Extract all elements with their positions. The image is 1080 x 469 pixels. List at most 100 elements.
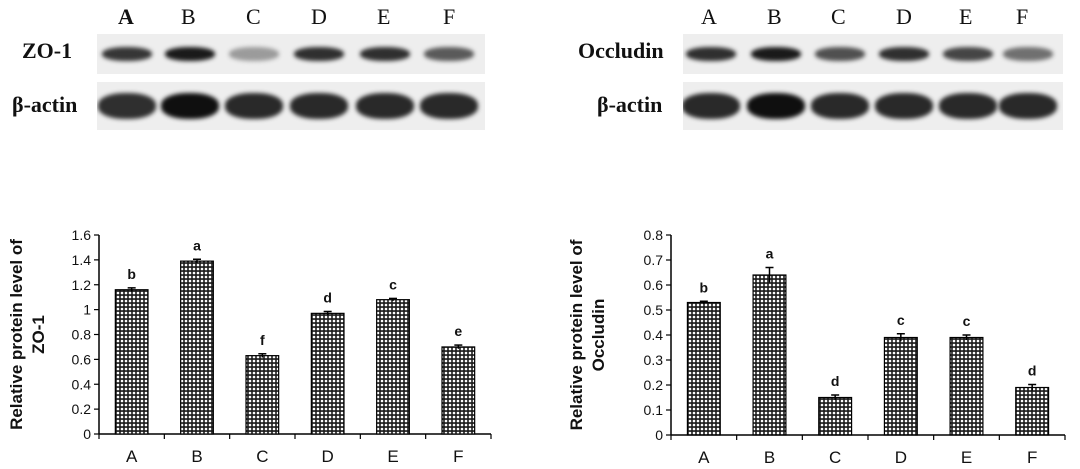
y-tick-label: 0 bbox=[655, 427, 663, 443]
blot-band bbox=[811, 93, 869, 119]
y-tick-label: 1.6 bbox=[72, 227, 92, 243]
lane-label: C bbox=[831, 4, 846, 29]
y-tick-label: 0.1 bbox=[644, 402, 664, 418]
significance-letter: d bbox=[1028, 363, 1037, 379]
bar bbox=[376, 299, 410, 435]
significance-letter: a bbox=[193, 237, 201, 253]
bar-chart-zo1: Relative protein level of ZO-1 0 0.2 0.4 0.6… bbox=[7, 227, 492, 466]
x-tick-label: A bbox=[698, 448, 710, 467]
control-blot-strip bbox=[97, 82, 485, 130]
blot-band bbox=[751, 47, 801, 61]
bar bbox=[818, 396, 853, 436]
significance-letter: b bbox=[127, 266, 136, 282]
y-tick-label: 0.2 bbox=[644, 377, 664, 393]
blot-band bbox=[879, 47, 929, 61]
protein-label: Occludin bbox=[578, 38, 664, 63]
y-tick-label: 1.2 bbox=[72, 277, 92, 293]
y-tick-label: 0.6 bbox=[644, 277, 664, 293]
bar bbox=[441, 346, 476, 435]
blot-band bbox=[161, 93, 219, 119]
lane-label: F bbox=[443, 4, 456, 29]
blot-band bbox=[683, 93, 740, 119]
y-tick-label: 0.3 bbox=[644, 352, 664, 368]
blot-band bbox=[229, 47, 279, 61]
lane-label: C bbox=[246, 4, 261, 29]
blot-band bbox=[943, 47, 993, 61]
y-tick-label: 0.5 bbox=[644, 302, 664, 318]
protein-label: ZO-1 bbox=[22, 38, 73, 63]
control-label: β-actin bbox=[12, 92, 78, 117]
y-axis-title: Relative protein level of Occludin bbox=[567, 239, 608, 430]
blot-band bbox=[747, 93, 805, 119]
blot-band bbox=[999, 93, 1057, 119]
bar bbox=[686, 301, 721, 436]
y-tick-label: 0.8 bbox=[644, 227, 664, 243]
bar bbox=[949, 336, 984, 436]
x-tick-label: C bbox=[829, 448, 841, 467]
blot-band bbox=[424, 47, 474, 61]
protein-blot-strip bbox=[683, 34, 1063, 74]
bar bbox=[1015, 386, 1050, 436]
blot-band bbox=[815, 47, 865, 61]
protein-blot-strip bbox=[97, 34, 485, 74]
blot-band bbox=[98, 93, 156, 119]
y-tick-label: 1.4 bbox=[72, 252, 92, 268]
x-tick-label: B bbox=[764, 448, 775, 467]
blot-band bbox=[102, 47, 152, 61]
y-axis-title-line: Relative protein level of bbox=[7, 239, 26, 430]
blot-band bbox=[360, 47, 410, 61]
lane-label: E bbox=[377, 4, 391, 29]
y-tick-label: 0.4 bbox=[72, 376, 92, 392]
x-tick-label: C bbox=[256, 447, 268, 466]
blot-band bbox=[225, 93, 283, 119]
x-tick-label: E bbox=[961, 448, 972, 467]
significance-letter: d bbox=[323, 289, 332, 305]
y-axis-title-line: Occludin bbox=[589, 299, 608, 372]
lane-label: B bbox=[767, 4, 782, 29]
x-tick-label: A bbox=[126, 447, 138, 466]
bar-chart-occludin: Relative protein level of Occludin 0 0.1 0.… bbox=[567, 227, 1066, 467]
y-axis-title-line: ZO-1 bbox=[29, 315, 48, 354]
y-axis-title: Relative protein level of ZO-1 bbox=[7, 239, 48, 430]
x-tick-label: F bbox=[453, 447, 463, 466]
lane-label: F bbox=[1016, 4, 1029, 29]
blot-band bbox=[939, 93, 997, 119]
significance-letter: e bbox=[454, 323, 462, 339]
x-tick-label: B bbox=[191, 447, 202, 466]
y-tick-label: 0.6 bbox=[72, 351, 92, 367]
x-tick-label: D bbox=[895, 448, 907, 467]
bar bbox=[180, 260, 214, 435]
blot-band bbox=[165, 47, 215, 61]
blot-band bbox=[420, 93, 478, 119]
bar bbox=[752, 274, 787, 436]
lane-label: D bbox=[311, 4, 327, 29]
y-tick-label: 0 bbox=[83, 426, 91, 442]
significance-letter: c bbox=[389, 276, 397, 292]
x-tick-label: D bbox=[322, 447, 334, 466]
y-tick-label: 0.7 bbox=[644, 252, 664, 268]
y-tick-label: 0.2 bbox=[72, 401, 92, 417]
control-blot-strip bbox=[683, 82, 1063, 130]
bar bbox=[883, 336, 918, 436]
significance-letter: a bbox=[766, 246, 774, 262]
bar bbox=[114, 289, 149, 435]
bar bbox=[245, 355, 280, 435]
lane-label: D bbox=[896, 4, 912, 29]
y-tick-label: 0.8 bbox=[72, 327, 92, 343]
y-tick-label: 1 bbox=[83, 302, 91, 318]
blot-band bbox=[1003, 47, 1053, 61]
blot-band bbox=[875, 93, 933, 119]
x-tick-label: E bbox=[387, 447, 398, 466]
blot-band bbox=[294, 47, 344, 61]
blot-band bbox=[356, 93, 414, 119]
significance-letter: c bbox=[897, 312, 905, 328]
significance-letter: d bbox=[831, 373, 840, 389]
lane-label: A bbox=[701, 4, 717, 29]
lane-label: B bbox=[181, 4, 196, 29]
significance-letter: b bbox=[700, 279, 709, 295]
significance-letter: f bbox=[260, 332, 265, 348]
y-axis-title-line: Relative protein level of bbox=[567, 239, 586, 430]
control-label: β-actin bbox=[597, 92, 663, 117]
x-tick-label: F bbox=[1027, 448, 1037, 467]
